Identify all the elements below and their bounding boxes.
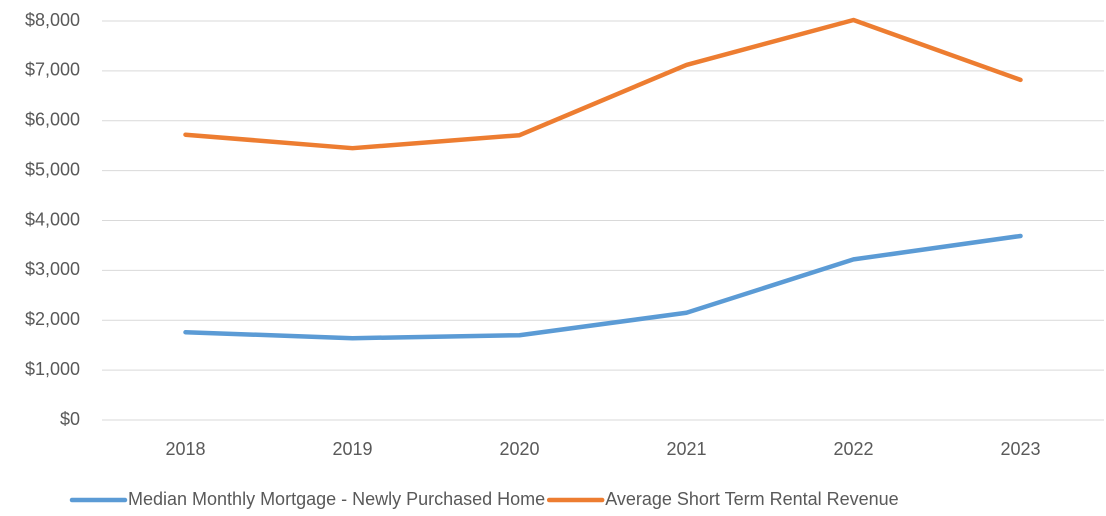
legend-label: Average Short Term Rental Revenue [605, 489, 899, 509]
y-tick-label: $4,000 [25, 209, 80, 229]
y-tick-label: $0 [60, 409, 80, 429]
y-tick-label: $8,000 [25, 10, 80, 30]
y-tick-label: $7,000 [25, 60, 80, 80]
x-tick-label: 2021 [666, 439, 706, 459]
x-tick-label: 2019 [332, 439, 372, 459]
legend-label: Median Monthly Mortgage - Newly Purchase… [128, 489, 545, 509]
x-tick-label: 2018 [165, 439, 205, 459]
x-tick-label: 2020 [499, 439, 539, 459]
x-tick-label: 2022 [833, 439, 873, 459]
y-tick-label: $6,000 [25, 110, 80, 130]
series-line [183, 233, 1023, 341]
y-tick-label: $5,000 [25, 159, 80, 179]
x-tick-label: 2023 [1000, 439, 1040, 459]
y-tick-label: $3,000 [25, 259, 80, 279]
series-line [183, 17, 1023, 151]
y-tick-label: $1,000 [25, 359, 80, 379]
y-tick-label: $2,000 [25, 309, 80, 329]
